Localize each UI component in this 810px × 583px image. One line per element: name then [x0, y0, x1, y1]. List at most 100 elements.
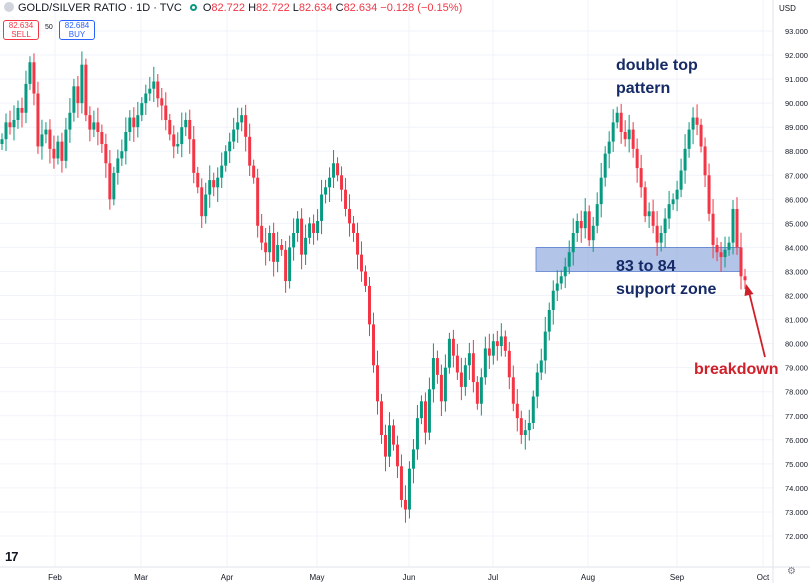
candle [607, 131, 611, 169]
candle [68, 98, 72, 143]
candle [368, 277, 372, 337]
y-tick-label: 90.000 [785, 99, 808, 108]
candle [671, 193, 675, 211]
candle [212, 172, 216, 197]
candle [360, 241, 364, 282]
candle [519, 410, 523, 444]
y-tick-label: 80.000 [785, 340, 808, 349]
candle [160, 87, 164, 121]
candle [559, 270, 563, 290]
candlestick-series [0, 51, 747, 523]
candle [595, 192, 599, 234]
candle [503, 330, 507, 357]
candle [631, 122, 635, 158]
x-tick-label: Apr [221, 573, 234, 582]
candle [627, 114, 631, 153]
candle [535, 363, 539, 409]
candle [272, 222, 276, 277]
y-tick-label: 91.000 [785, 75, 808, 84]
candle [348, 194, 352, 237]
x-tick-label: Jul [488, 573, 498, 582]
candle [96, 107, 100, 146]
candle [236, 107, 240, 143]
candle [579, 210, 583, 243]
candle [399, 454, 403, 508]
candle [120, 139, 124, 166]
candle [300, 208, 304, 270]
candle [695, 104, 699, 136]
candle [651, 199, 655, 234]
candle [603, 146, 607, 187]
candle [0, 133, 4, 151]
candle [8, 110, 12, 135]
candle [312, 214, 316, 245]
currency-selector[interactable]: USD [779, 4, 796, 13]
candle [184, 112, 188, 137]
y-tick-label: 75.000 [785, 460, 808, 469]
y-tick-label: 88.000 [785, 147, 808, 156]
candle [132, 107, 136, 142]
candle [336, 157, 340, 182]
candle [116, 149, 120, 185]
candle [340, 166, 344, 202]
support-zone-label-line2: support zone [616, 281, 717, 298]
candle [723, 236, 727, 268]
candle [128, 110, 132, 141]
candle [707, 163, 711, 222]
candle [12, 105, 16, 141]
y-tick-label: 79.000 [785, 364, 808, 373]
candle [731, 200, 735, 255]
double-top-label-line2: pattern [616, 80, 670, 97]
y-tick-label: 72.000 [785, 532, 808, 541]
candle [204, 182, 208, 224]
candle [232, 117, 236, 150]
x-tick-label: Feb [48, 573, 62, 582]
settings-gear-icon[interactable]: ⚙ [787, 566, 796, 577]
candle [683, 134, 687, 184]
y-tick-label: 78.000 [785, 388, 808, 397]
candle [292, 218, 296, 261]
candle [439, 364, 443, 417]
candle [240, 107, 244, 132]
support-zone-label: 83 to 84 [616, 258, 676, 275]
candle [308, 217, 312, 244]
legend-header: GOLD/SILVER RATIO · 1D · TVC O82.722 H82.… [4, 2, 462, 14]
candle [391, 419, 395, 451]
y-tick-label: 81.000 [785, 316, 808, 325]
market-status-icon [189, 4, 197, 11]
candle [72, 78, 76, 122]
candle [711, 199, 715, 259]
candle [244, 104, 248, 152]
candle [172, 125, 176, 159]
candle [587, 205, 591, 247]
buy-button[interactable]: 82.684 BUY [59, 20, 95, 40]
candle [611, 109, 615, 152]
symbol-title[interactable]: GOLD/SILVER RATIO · 1D · TVC [18, 2, 182, 14]
y-tick-label: 87.000 [785, 171, 808, 180]
candle [515, 389, 519, 432]
candle [531, 390, 535, 429]
sell-button[interactable]: 82.634 SELL [3, 20, 39, 40]
candle [264, 227, 268, 266]
candle [100, 124, 104, 153]
candle [495, 330, 499, 361]
candle [228, 132, 232, 164]
candle [192, 125, 196, 184]
candle [563, 257, 567, 289]
breakdown-arrow [748, 291, 766, 358]
candle [379, 393, 383, 444]
y-tick-label: 85.000 [785, 219, 808, 228]
candle [647, 202, 651, 228]
candle [16, 100, 20, 129]
candle [739, 232, 743, 290]
x-tick-label: May [309, 573, 324, 582]
candle [284, 240, 288, 293]
x-tick-label: Mar [134, 573, 148, 582]
candle [715, 237, 719, 262]
candle [727, 236, 731, 256]
candle [320, 179, 324, 235]
y-tick-label: 74.000 [785, 484, 808, 493]
candle [196, 166, 200, 194]
y-tick-label: 73.000 [785, 508, 808, 517]
